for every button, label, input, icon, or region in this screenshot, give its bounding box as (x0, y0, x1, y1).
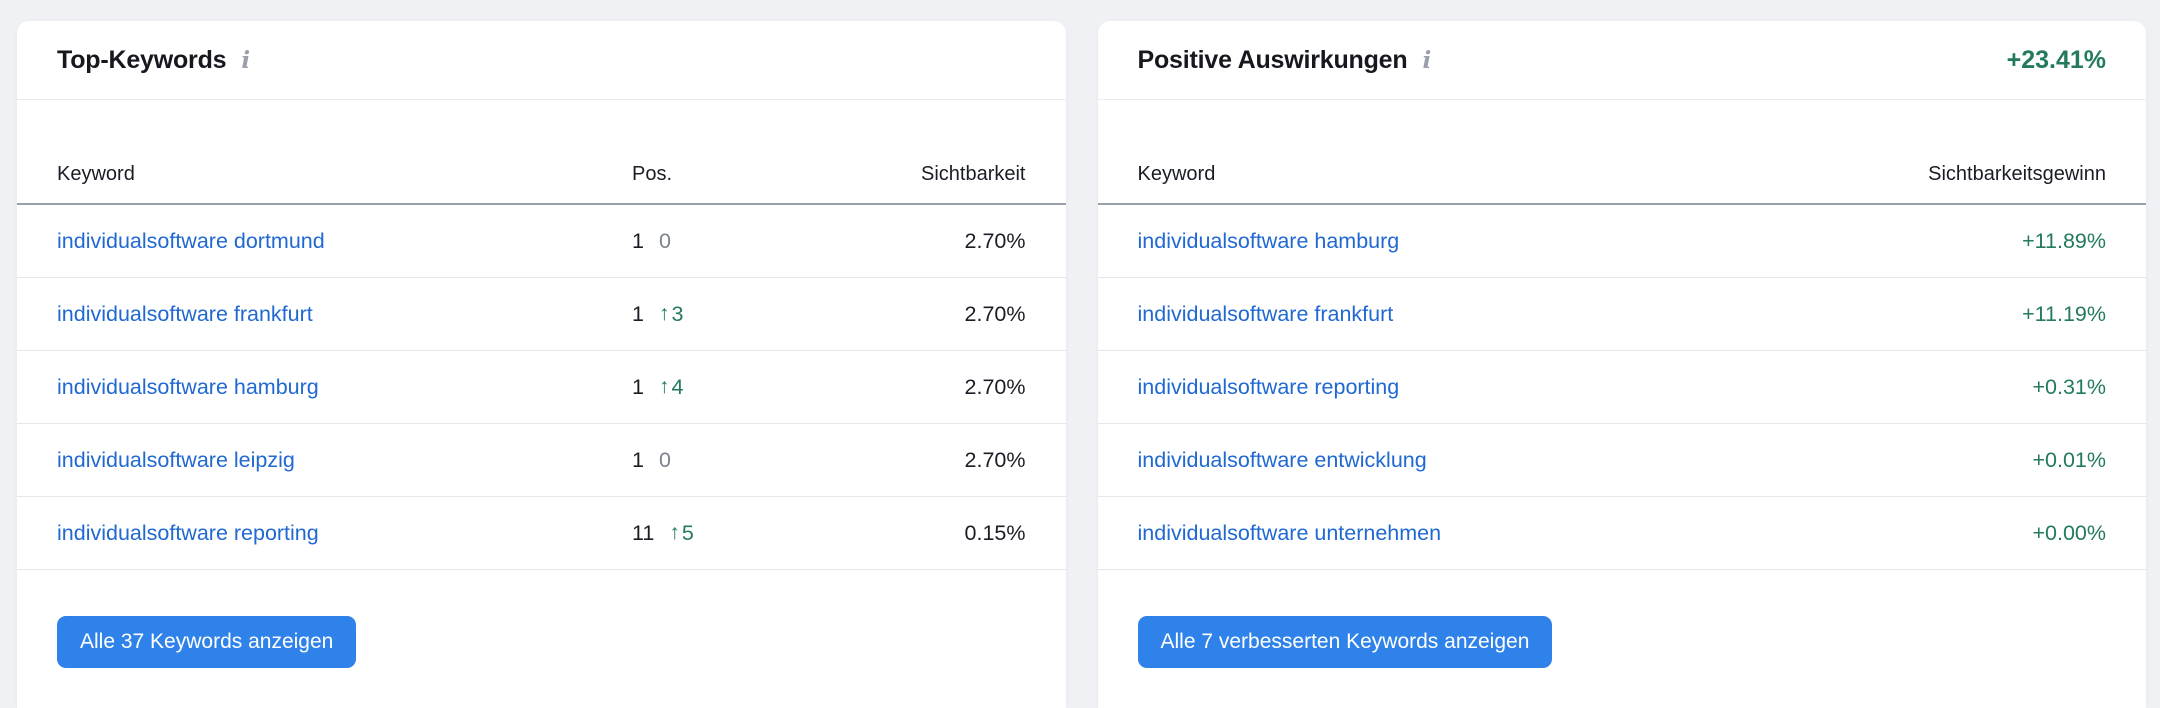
gain-value: +11.19% (2022, 301, 2106, 326)
position-change: 0 (658, 228, 671, 253)
table-row: individualsoftware reporting 11 ↑ 5 0.15% (17, 497, 1066, 570)
keyword-link[interactable]: individualsoftware frankfurt (57, 301, 313, 326)
top-keywords-title: Top-Keywords (57, 45, 227, 74)
positive-impact-card: Positive Auswirkungen i +23.41% Keyword … (1097, 21, 2147, 708)
column-header-pos: Pos. (632, 163, 673, 185)
keyword-link[interactable]: individualsoftware unternehmen (1137, 520, 1442, 545)
position-value: 1 (632, 228, 644, 253)
positive-impact-header: Positive Auswirkungen i +23.41% (1097, 21, 2146, 100)
total-gain-value: +23.41% (2006, 45, 2106, 74)
column-header-visibility: Sichtbarkeit (921, 163, 1026, 185)
position-change: ↑ 5 (669, 521, 693, 546)
keyword-link[interactable]: individualsoftware reporting (1137, 374, 1400, 399)
visibility-value: 0.15% (964, 520, 1026, 545)
position-change-value: 3 (671, 301, 684, 326)
visibility-value: 2.70% (964, 301, 1026, 326)
table-row: individualsoftware dortmund 1 0 2.70% (17, 205, 1066, 278)
positive-impact-column-headers: Keyword Sichtbarkeitsgewinn (1097, 100, 2146, 205)
keyword-link[interactable]: individualsoftware hamburg (1137, 228, 1400, 253)
position-value: 11 (632, 520, 655, 545)
keyword-link[interactable]: individualsoftware dortmund (57, 228, 325, 253)
table-row: individualsoftware frankfurt 1 ↑ 3 2.70% (17, 278, 1066, 351)
table-row: individualsoftware entwicklung +0.01% (1097, 424, 2146, 497)
column-header-keyword: Keyword (1137, 163, 1216, 185)
table-row: individualsoftware hamburg +11.89% (1097, 205, 2146, 278)
keyword-link[interactable]: individualsoftware reporting (57, 520, 319, 545)
keyword-link[interactable]: individualsoftware hamburg (57, 374, 319, 399)
position-value: 1 (632, 447, 644, 472)
position-change: ↑ 4 (659, 375, 683, 400)
arrow-up-icon: ↑ (658, 375, 670, 398)
position-change: 0 (658, 447, 671, 472)
keyword-link[interactable]: individualsoftware frankfurt (1137, 301, 1394, 326)
gain-value: +0.01% (2032, 447, 2106, 472)
position-value: 1 (632, 374, 644, 399)
table-row: individualsoftware hamburg 1 ↑ 4 2.70% (17, 351, 1066, 424)
visibility-value: 2.70% (964, 374, 1026, 399)
position-change-value: 5 (681, 520, 694, 545)
show-all-improved-keywords-button[interactable]: Alle 7 verbesserten Keywords anzeigen (1137, 616, 1553, 668)
top-keywords-card: Top-Keywords i Keyword Pos. Sichtbarkeit… (17, 21, 1066, 708)
gain-value: +0.31% (2032, 374, 2106, 399)
top-keywords-footer: Alle 37 Keywords anzeigen (17, 570, 1066, 704)
arrow-up-icon: ↑ (658, 302, 670, 325)
info-icon[interactable]: i (241, 46, 251, 74)
top-keywords-column-headers: Keyword Pos. Sichtbarkeit (17, 100, 1066, 205)
positive-impact-footer: Alle 7 verbesserten Keywords anzeigen (1098, 570, 2147, 704)
show-all-keywords-button[interactable]: Alle 37 Keywords anzeigen (57, 616, 357, 668)
table-row: individualsoftware frankfurt +11.19% (1097, 278, 2146, 351)
table-row: individualsoftware leipzig 1 0 2.70% (17, 424, 1066, 497)
keyword-link[interactable]: individualsoftware entwicklung (1137, 447, 1427, 472)
table-row: individualsoftware reporting +0.31% (1097, 351, 2146, 424)
position-change-value: 4 (671, 374, 684, 399)
keyword-link[interactable]: individualsoftware leipzig (57, 447, 295, 472)
position-value: 1 (632, 301, 644, 326)
gain-value: +11.89% (2022, 228, 2106, 253)
visibility-value: 2.70% (964, 228, 1026, 253)
visibility-value: 2.70% (964, 447, 1026, 472)
column-header-keyword: Keyword (57, 163, 135, 185)
arrow-up-icon: ↑ (669, 521, 680, 544)
column-header-gain: Sichtbarkeitsgewinn (1928, 163, 2106, 185)
table-row: individualsoftware unternehmen +0.00% (1097, 497, 2146, 570)
info-icon[interactable]: i (1422, 46, 1432, 74)
positive-impact-title: Positive Auswirkungen (1137, 45, 1408, 74)
gain-value: +0.00% (2032, 520, 2106, 545)
top-keywords-header: Top-Keywords i (17, 21, 1066, 100)
position-change: ↑ 3 (659, 302, 683, 327)
